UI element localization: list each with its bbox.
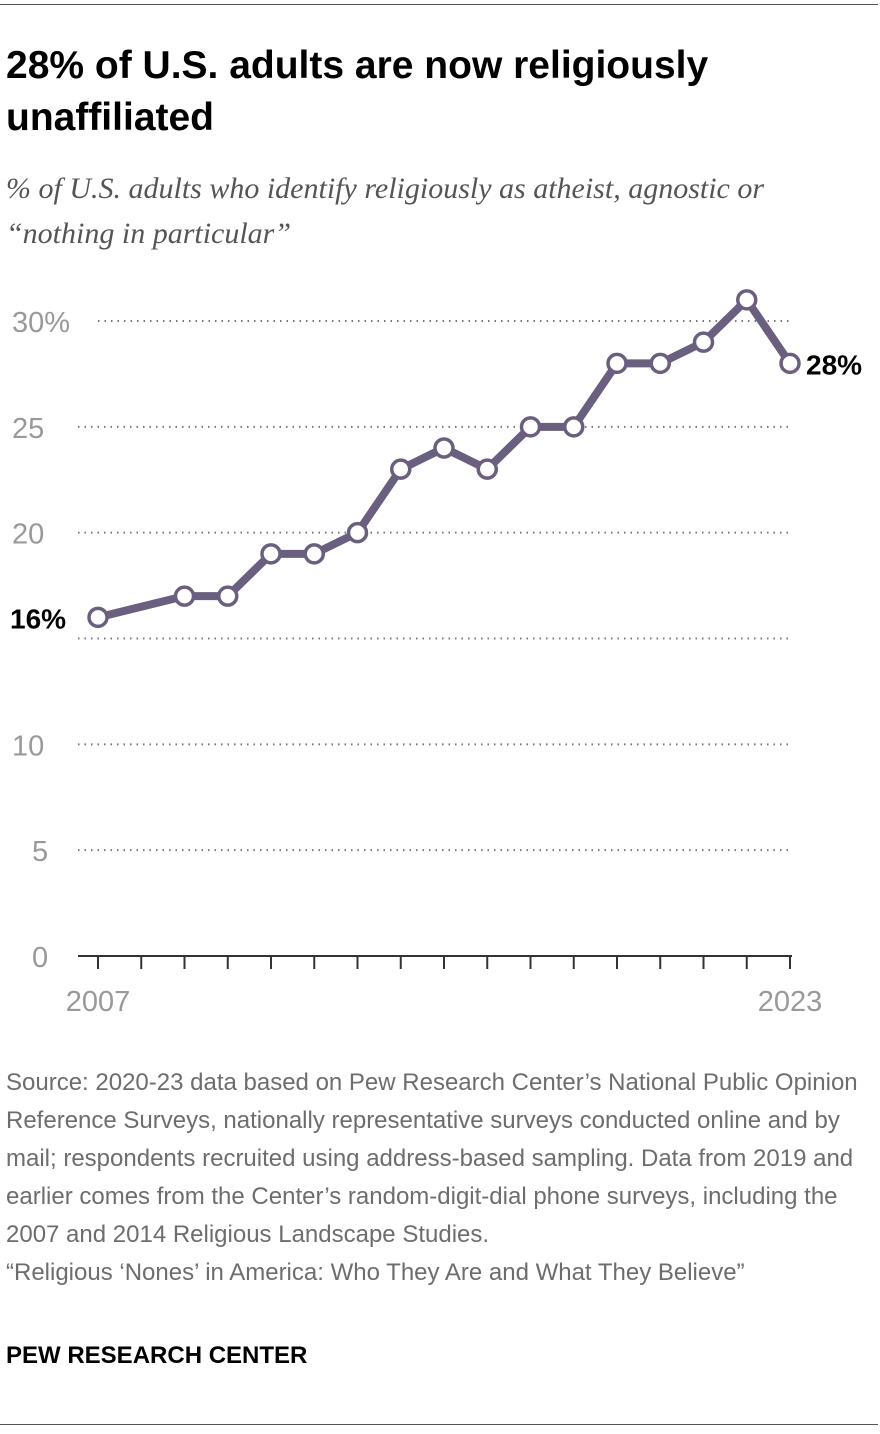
notes: Source: 2020-23 data based on Pew Resear… xyxy=(6,1064,876,1292)
chart-title: 28% of U.S. adults are now religiously u… xyxy=(6,44,709,139)
x-tick-label: 2007 xyxy=(66,986,131,1018)
data-point xyxy=(87,606,109,629)
top-rule xyxy=(0,4,878,5)
data-point xyxy=(217,585,239,607)
data-point xyxy=(346,521,369,544)
data-point xyxy=(260,543,282,565)
line-chart: 0 5 10 20 25 30% 2007 2023 16% 28% xyxy=(10,289,862,1018)
report-title: “Religious ‘Nones’ in America: Who They … xyxy=(6,1259,745,1286)
y-tick-label: 30% xyxy=(12,307,70,339)
data-point xyxy=(476,458,498,480)
y-tick-label: 10 xyxy=(12,730,44,762)
data-label-first: 16% xyxy=(10,603,66,634)
bottom-rule xyxy=(0,1424,878,1425)
data-point xyxy=(390,458,412,480)
data-point xyxy=(563,416,585,438)
data-point xyxy=(649,352,671,375)
data-label-last: 28% xyxy=(806,349,862,380)
series-line xyxy=(97,295,794,622)
brand-logo: PEW RESEARCH CENTER xyxy=(6,1342,308,1369)
data-point xyxy=(736,289,758,311)
data-point xyxy=(692,331,715,353)
x-tick-label: 2023 xyxy=(758,986,823,1018)
data-point xyxy=(606,352,628,375)
y-tick-label: 25 xyxy=(12,413,44,445)
y-tick-label: 0 xyxy=(32,942,48,974)
chart-subtitle: % of U.S. adults who identify religiousl… xyxy=(6,172,765,250)
data-point xyxy=(519,416,542,438)
y-tick-label: 5 xyxy=(32,836,48,868)
source-note: Source: 2020-23 data based on Pew Resear… xyxy=(6,1069,858,1248)
data-point xyxy=(779,352,801,375)
data-point xyxy=(303,543,325,565)
y-tick-label: 20 xyxy=(12,519,44,551)
data-point xyxy=(173,585,196,607)
data-point xyxy=(433,437,455,459)
